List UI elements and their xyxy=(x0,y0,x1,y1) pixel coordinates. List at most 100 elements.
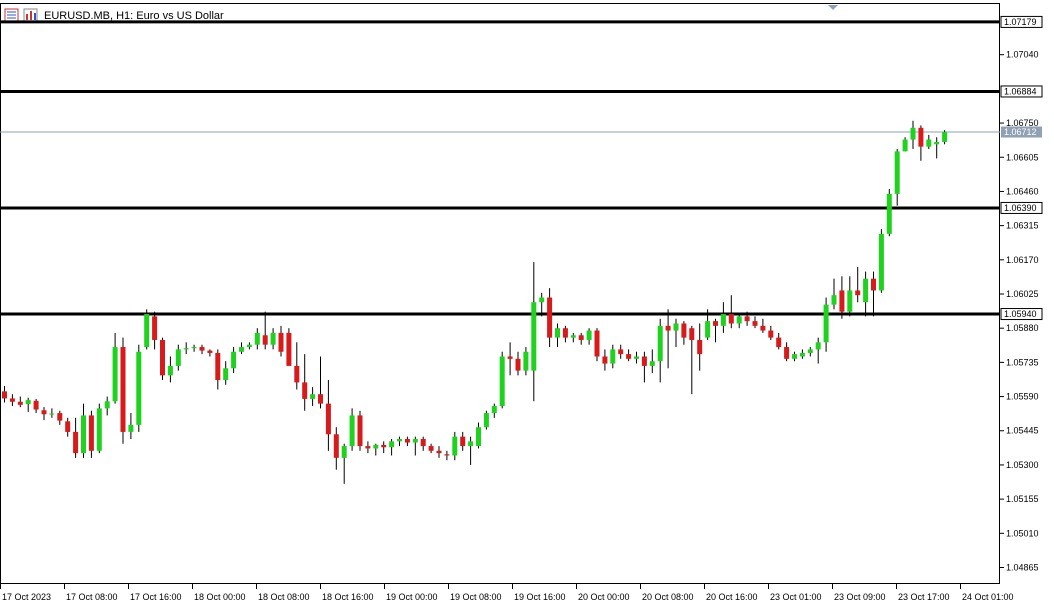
candle[interactable] xyxy=(578,332,584,345)
candle[interactable] xyxy=(357,410,363,451)
candle[interactable] xyxy=(365,441,371,454)
candle[interactable] xyxy=(657,318,663,383)
candle[interactable] xyxy=(436,446,442,458)
candle[interactable] xyxy=(878,229,884,293)
candle[interactable] xyxy=(523,347,529,376)
candle[interactable] xyxy=(136,344,142,432)
candle[interactable] xyxy=(152,311,158,350)
candle[interactable] xyxy=(310,387,316,406)
candle[interactable] xyxy=(752,316,758,329)
candle[interactable] xyxy=(460,431,466,451)
candle[interactable] xyxy=(81,403,86,458)
candle[interactable] xyxy=(167,356,173,383)
candle[interactable] xyxy=(894,149,900,206)
candle[interactable] xyxy=(65,417,71,437)
candle[interactable] xyxy=(807,347,813,357)
candle[interactable] xyxy=(799,349,805,359)
candle[interactable] xyxy=(720,302,726,333)
candle[interactable] xyxy=(325,380,331,451)
candle[interactable] xyxy=(681,321,687,345)
candle[interactable] xyxy=(531,262,537,402)
candle[interactable] xyxy=(863,271,869,317)
candle[interactable] xyxy=(602,349,608,371)
candle[interactable] xyxy=(468,436,474,465)
candle[interactable] xyxy=(776,332,782,350)
candle[interactable] xyxy=(373,443,379,456)
candle[interactable] xyxy=(120,337,126,444)
candle[interactable] xyxy=(705,309,711,340)
candle[interactable] xyxy=(231,347,237,373)
candle[interactable] xyxy=(223,361,229,385)
candle[interactable] xyxy=(239,342,244,355)
candle[interactable] xyxy=(381,441,387,454)
candle[interactable] xyxy=(428,443,434,454)
candle[interactable] xyxy=(183,342,189,355)
candle[interactable] xyxy=(88,410,94,458)
candle[interactable] xyxy=(839,276,845,319)
candle[interactable] xyxy=(333,427,339,470)
candle[interactable] xyxy=(634,351,639,364)
candle[interactable] xyxy=(515,351,521,376)
candle[interactable] xyxy=(254,328,260,350)
candle[interactable] xyxy=(318,356,323,409)
candle[interactable] xyxy=(175,344,181,371)
candle[interactable] xyxy=(2,385,7,403)
candle[interactable] xyxy=(397,436,402,447)
candle[interactable] xyxy=(207,349,213,357)
candle[interactable] xyxy=(910,120,916,149)
candle[interactable] xyxy=(626,349,632,362)
candle[interactable] xyxy=(112,332,118,404)
candle[interactable] xyxy=(570,332,576,343)
candle[interactable] xyxy=(689,325,695,395)
candle[interactable] xyxy=(96,403,102,454)
candle[interactable] xyxy=(404,436,410,447)
candle[interactable] xyxy=(673,318,679,348)
candle[interactable] xyxy=(33,398,39,414)
candle[interactable] xyxy=(476,422,481,449)
candle[interactable] xyxy=(199,344,205,355)
candle[interactable] xyxy=(594,328,600,362)
candle[interactable] xyxy=(286,328,292,366)
candle[interactable] xyxy=(191,344,197,352)
candle[interactable] xyxy=(444,450,450,461)
candle[interactable] xyxy=(768,325,774,340)
candle[interactable] xyxy=(555,323,560,348)
candle[interactable] xyxy=(491,403,497,418)
candle[interactable] xyxy=(918,125,924,161)
candle[interactable] xyxy=(784,342,790,362)
candle[interactable] xyxy=(586,328,592,345)
candle[interactable] xyxy=(302,354,308,411)
candle[interactable] xyxy=(792,351,797,362)
candle[interactable] xyxy=(41,407,47,421)
candle[interactable] xyxy=(507,342,513,376)
candle[interactable] xyxy=(215,349,221,390)
candle[interactable] xyxy=(262,311,268,350)
candle[interactable] xyxy=(341,443,347,484)
candle[interactable] xyxy=(847,276,853,317)
candle[interactable] xyxy=(128,413,134,439)
candle[interactable] xyxy=(160,337,165,381)
candle[interactable] xyxy=(728,295,734,329)
candle[interactable] xyxy=(452,431,458,461)
candle[interactable] xyxy=(823,297,829,352)
candle[interactable] xyxy=(831,278,837,310)
candle[interactable] xyxy=(17,396,23,408)
candle[interactable] xyxy=(73,417,79,458)
candle[interactable] xyxy=(483,410,489,430)
candle[interactable] xyxy=(815,337,821,364)
candle[interactable] xyxy=(547,288,553,348)
candle[interactable] xyxy=(736,314,742,329)
candle[interactable] xyxy=(278,325,284,357)
candle[interactable] xyxy=(9,394,15,406)
candle[interactable] xyxy=(420,436,426,451)
candle[interactable] xyxy=(389,439,395,456)
candle[interactable] xyxy=(665,309,671,369)
candle[interactable] xyxy=(713,318,718,343)
candle[interactable] xyxy=(855,266,861,303)
candle[interactable] xyxy=(649,349,655,373)
candle[interactable] xyxy=(412,436,418,456)
candle[interactable] xyxy=(871,271,876,317)
candle[interactable] xyxy=(349,408,355,451)
candle[interactable] xyxy=(760,318,766,333)
candle[interactable] xyxy=(270,328,276,350)
